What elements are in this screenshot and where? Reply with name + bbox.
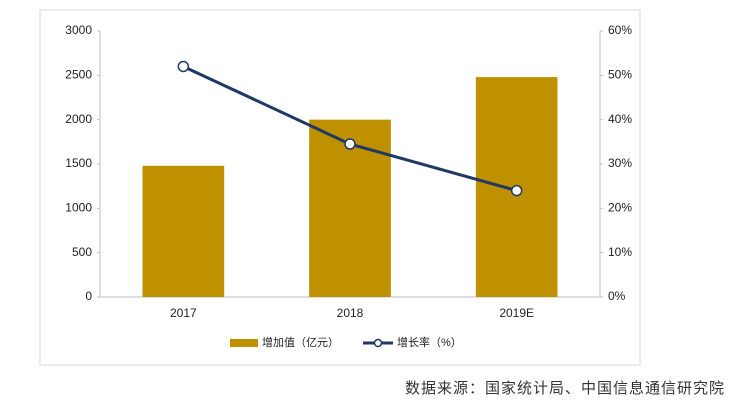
y2-tick-label: 20%	[608, 201, 632, 215]
legend-label: 增长率（%）	[397, 335, 462, 349]
y-tick-label: 3000	[65, 23, 92, 37]
y-tick-label: 0	[85, 289, 92, 303]
y-tick-label: 1500	[65, 156, 92, 170]
legend-label: 增加值（亿元）	[262, 335, 339, 349]
y2-tick-label: 40%	[608, 112, 632, 126]
y2-tick-label: 30%	[608, 156, 632, 170]
chart-frame	[39, 9, 641, 366]
source-note: 数据来源：国家统计局、中国信息通信研究院	[405, 379, 725, 397]
y2-tick-label: 60%	[608, 23, 632, 37]
legend-swatch	[230, 339, 258, 347]
y2-tick-label: 50%	[608, 68, 632, 82]
bar	[142, 165, 225, 297]
legend-swatch	[373, 338, 383, 348]
line-marker	[510, 184, 523, 197]
y-tick-label: 500	[72, 245, 92, 259]
y2-tick-label: 0%	[608, 289, 626, 303]
y-tick-label: 1000	[65, 201, 92, 215]
line-marker	[177, 60, 190, 73]
x-tick-label: 2017	[170, 306, 197, 320]
y-tick-label: 2000	[65, 112, 92, 126]
line-marker	[344, 138, 356, 150]
x-tick-label: 2018	[337, 306, 364, 320]
x-tick-label: 2019E	[499, 306, 534, 320]
y2-tick-label: 10%	[608, 245, 632, 259]
y-tick-label: 2500	[65, 68, 92, 82]
